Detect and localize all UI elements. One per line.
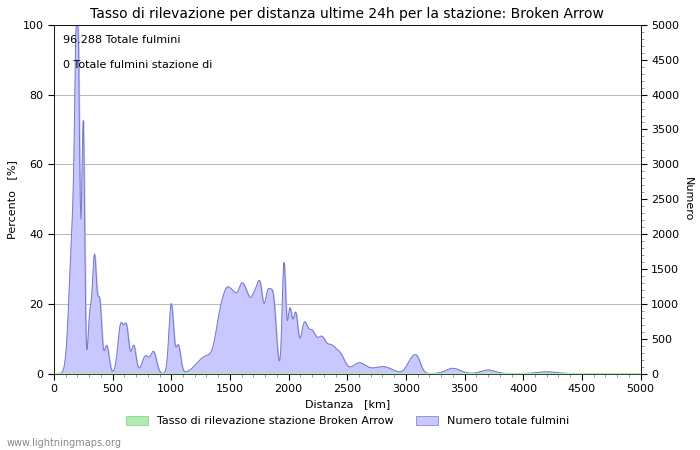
Text: 96.288 Totale fulmini: 96.288 Totale fulmini: [63, 36, 180, 45]
Y-axis label: Percento   [%]: Percento [%]: [7, 160, 17, 238]
Text: 0 Totale fulmini stazione di: 0 Totale fulmini stazione di: [63, 60, 212, 70]
X-axis label: Distanza   [km]: Distanza [km]: [304, 400, 390, 410]
Y-axis label: Numero: Numero: [683, 177, 693, 221]
Title: Tasso di rilevazione per distanza ultime 24h per la stazione: Broken Arrow: Tasso di rilevazione per distanza ultime…: [90, 7, 604, 21]
Legend: Tasso di rilevazione stazione Broken Arrow, Numero totale fulmini: Tasso di rilevazione stazione Broken Arr…: [121, 411, 573, 431]
Text: www.lightningmaps.org: www.lightningmaps.org: [7, 438, 122, 448]
